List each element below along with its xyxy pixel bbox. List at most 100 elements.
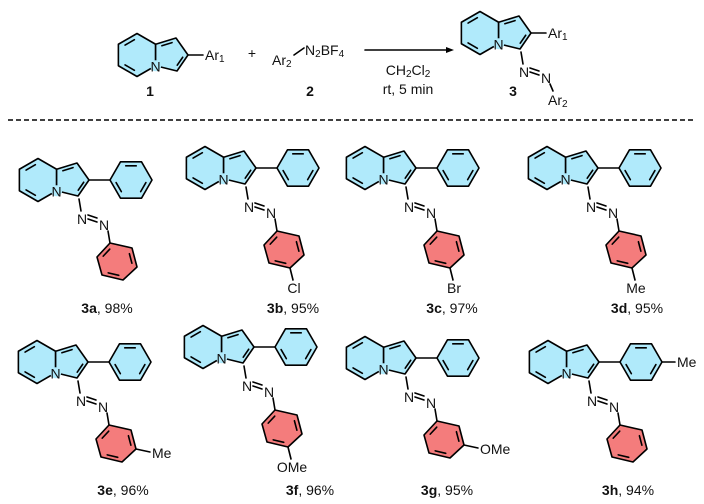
double-bond-line (101, 430, 110, 439)
double-bond-line (107, 272, 120, 277)
double-bond-line (442, 169, 450, 181)
compound-yield: , 95% (437, 482, 473, 498)
n-label-bg (378, 173, 390, 185)
product-ar2-label: Ar2 (548, 92, 568, 110)
double-bond-line (62, 166, 74, 172)
azo-double-bond (529, 67, 540, 72)
double-bond-line (192, 151, 204, 159)
double-bond-line (587, 363, 595, 374)
compound-number-1: 1 (146, 83, 154, 99)
double-bond-line (115, 181, 123, 193)
bond-c3-n (520, 51, 524, 65)
double-bond-line (404, 169, 412, 180)
azo-double-bond (414, 206, 425, 211)
double-bond-line (455, 240, 460, 253)
n-label-bg (150, 60, 162, 72)
azo-nitrogen-label: N (77, 211, 87, 227)
bond-aryl2-substituent (287, 446, 292, 460)
bond-c3-n (77, 380, 81, 394)
compound-yield: , 95% (283, 300, 319, 316)
aryl2-substituent-label: Br (447, 280, 461, 296)
azo-double-bond (252, 385, 263, 390)
azo-nitrogen-label: N (608, 205, 618, 221)
double-bond-line (535, 345, 547, 353)
double-bond-line (534, 177, 546, 185)
double-bond-line (242, 348, 250, 359)
double-bond-line (267, 415, 276, 424)
double-bond-line (295, 240, 300, 253)
double-bond-line (455, 430, 460, 443)
double-bond-line (306, 169, 314, 181)
nitrogen-atom-label: N (151, 58, 161, 74)
azo-nitrogen-label: N (266, 205, 276, 221)
azo-nitrogen-label: N (242, 378, 252, 394)
double-bond-line (139, 181, 147, 193)
compound-label: 3e, 96% (97, 482, 148, 498)
n-label-bg (216, 352, 228, 364)
bond-c3-n (78, 198, 82, 212)
azo-double-bond (87, 218, 98, 223)
bond-n-aryl2 (616, 218, 620, 232)
compound-3a: NN N3a, 98% (18, 157, 153, 316)
compound-number-2: 2 (306, 83, 314, 99)
double-bond-line (304, 348, 312, 360)
azo-nitrogen-label: N (98, 399, 108, 415)
n-label-bg (51, 185, 63, 197)
double-bond-line (229, 154, 241, 160)
double-bond-line (504, 19, 516, 25)
azo-nitrogen-label: N (99, 217, 109, 233)
ar1-label: Ar1 (205, 47, 225, 65)
double-bond-line (616, 260, 629, 265)
azo-double-bond (596, 202, 607, 207)
nitrogen-atom-label: N (561, 171, 571, 187)
double-bond-line (25, 163, 37, 171)
ar2-label: Ar2 (272, 52, 292, 70)
double-bond-line (442, 359, 450, 371)
reaction-arrow-head (446, 47, 454, 53)
double-bond-line (76, 363, 84, 374)
aryl1-ring (276, 149, 320, 187)
n-label-bg (561, 367, 573, 379)
compound-label: 3a, 98% (81, 300, 132, 316)
bond-aryl2-substituent (463, 444, 479, 449)
double-bond-line (611, 236, 620, 245)
double-bond-line (571, 154, 583, 160)
compound-yield: , 96% (298, 482, 334, 498)
double-bond-line (280, 348, 288, 360)
double-bond-line (429, 426, 438, 435)
nitrogen-atom-label: N (379, 361, 389, 377)
compound-id: 3f (286, 482, 299, 498)
double-bond-line (269, 236, 278, 245)
double-bond-line (274, 260, 287, 265)
bond-c3-n (588, 380, 592, 394)
double-bond-line (272, 439, 285, 444)
compound-id: 3c (426, 300, 442, 316)
double-bond-line (114, 363, 122, 375)
bond-c3-n (405, 186, 409, 200)
double-bond-line (612, 430, 621, 439)
azo-double-bond (597, 400, 608, 405)
aryl2-substituent-label: Me (626, 280, 646, 296)
bond-c3-n (405, 376, 409, 390)
double-bond-line (127, 434, 132, 447)
double-bond-line (161, 41, 173, 47)
compound-label: 3d, 95% (611, 300, 663, 316)
n-label-bg (218, 173, 230, 185)
bond-c3-n (587, 186, 591, 200)
double-bond-line (77, 181, 85, 192)
double-bond-line (429, 236, 438, 245)
double-bond-line (466, 359, 474, 371)
bond-n-aryl2 (274, 218, 278, 232)
double-bond-line (389, 154, 401, 160)
double-bond-line (192, 177, 204, 185)
azo-nitrogen-label: N (76, 393, 86, 409)
bond-c3-n (245, 186, 249, 200)
nitrogen-atom-label: N (52, 183, 62, 199)
aryl1-ring (436, 339, 480, 377)
double-bond-line (625, 363, 633, 375)
